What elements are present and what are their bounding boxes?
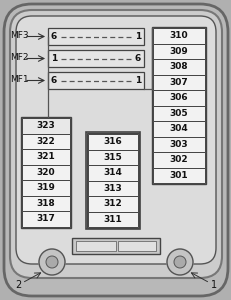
Text: 316: 316 — [103, 137, 122, 146]
Text: 304: 304 — [169, 124, 188, 133]
Text: MF2: MF2 — [10, 53, 28, 62]
Circle shape — [173, 256, 185, 268]
Bar — [152, 136, 204, 152]
Bar — [152, 106, 204, 121]
Bar — [151, 27, 205, 184]
Bar — [152, 28, 204, 44]
Bar — [88, 212, 137, 227]
Text: 1: 1 — [134, 76, 140, 85]
Bar — [22, 211, 70, 226]
Bar — [88, 196, 137, 212]
Text: 315: 315 — [103, 153, 122, 162]
Bar — [22, 180, 70, 196]
Text: 1: 1 — [134, 32, 140, 41]
Text: 323: 323 — [36, 121, 55, 130]
Text: 319: 319 — [36, 183, 55, 192]
Bar — [48, 72, 143, 89]
Bar — [87, 133, 138, 228]
Bar — [21, 117, 71, 227]
FancyBboxPatch shape — [10, 10, 221, 278]
Bar — [88, 149, 137, 165]
Text: 313: 313 — [103, 184, 122, 193]
Bar — [72, 238, 159, 254]
Text: 312: 312 — [103, 199, 122, 208]
Text: 1: 1 — [51, 54, 57, 63]
Text: 2: 2 — [15, 280, 21, 290]
Text: 310: 310 — [169, 31, 188, 40]
Bar — [48, 50, 143, 67]
Bar — [118, 241, 155, 251]
Circle shape — [166, 249, 192, 275]
Text: 309: 309 — [169, 47, 188, 56]
FancyBboxPatch shape — [16, 16, 215, 264]
Bar — [152, 167, 204, 183]
Text: 1: 1 — [210, 280, 216, 290]
Bar — [76, 241, 116, 251]
Text: 6: 6 — [134, 54, 140, 63]
Text: 303: 303 — [169, 140, 188, 149]
Bar — [152, 44, 204, 59]
Text: MF1: MF1 — [10, 75, 28, 84]
Circle shape — [39, 249, 65, 275]
Bar — [152, 74, 204, 90]
Bar — [152, 121, 204, 136]
Text: 308: 308 — [169, 62, 188, 71]
Text: 318: 318 — [36, 199, 55, 208]
Text: 302: 302 — [169, 155, 188, 164]
Text: 6: 6 — [51, 32, 57, 41]
Text: 305: 305 — [169, 109, 188, 118]
Text: MF3: MF3 — [10, 31, 28, 40]
Bar — [22, 164, 70, 180]
Bar — [88, 165, 137, 181]
Bar — [88, 181, 137, 196]
Text: 320: 320 — [36, 168, 55, 177]
Text: 6: 6 — [51, 76, 57, 85]
Text: 322: 322 — [36, 137, 55, 146]
Bar — [86, 132, 139, 229]
Text: 317: 317 — [36, 214, 55, 223]
Bar — [22, 134, 70, 149]
Text: 307: 307 — [169, 78, 188, 87]
Bar — [152, 90, 204, 106]
Text: 311: 311 — [103, 215, 122, 224]
Text: 321: 321 — [36, 152, 55, 161]
Bar — [22, 196, 70, 211]
Circle shape — [46, 256, 58, 268]
FancyBboxPatch shape — [4, 4, 227, 296]
Bar — [88, 134, 137, 149]
Text: 306: 306 — [169, 93, 188, 102]
Bar — [152, 152, 204, 167]
Bar — [152, 59, 204, 74]
Bar — [48, 28, 143, 45]
Bar — [22, 118, 70, 134]
Text: 314: 314 — [103, 168, 122, 177]
Bar — [22, 149, 70, 164]
Text: 301: 301 — [169, 171, 188, 180]
